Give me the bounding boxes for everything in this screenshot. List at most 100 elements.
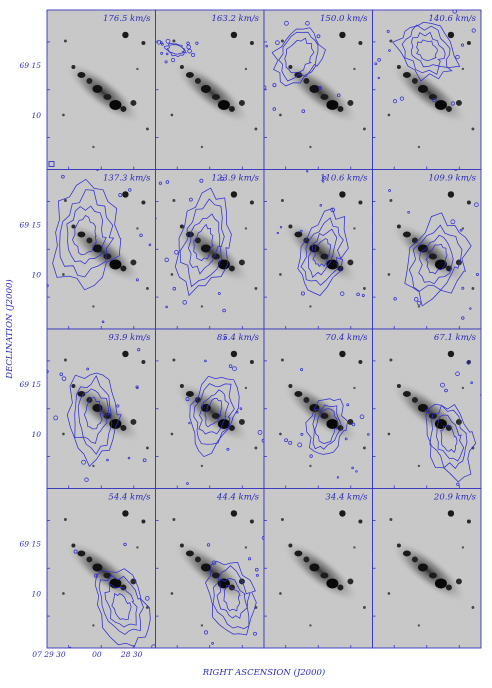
contour-speck (94, 573, 99, 578)
contour-speck (165, 180, 170, 184)
contour-speck (336, 476, 340, 479)
velocity-label: 70.4 km/s (325, 333, 368, 343)
contour-speck (239, 407, 243, 410)
contour-speck (97, 675, 101, 679)
contour-speck (98, 674, 102, 678)
contour-level (416, 39, 438, 61)
contour-speck (135, 385, 139, 389)
contour-speck (355, 470, 358, 473)
contour-speck (288, 440, 293, 445)
panel-content (275, 170, 366, 308)
contour-speck (356, 292, 360, 297)
y-tick-label: 69 15 (20, 380, 42, 389)
contour-speck (485, 425, 488, 428)
contour-speck (135, 278, 139, 282)
contour-speck (232, 366, 237, 372)
contour-speck (399, 96, 404, 101)
channel-panel: 70.4 km/s (263, 328, 373, 489)
contour-speck (189, 197, 193, 202)
contour-speck (340, 291, 345, 296)
channel-panel: 176.5 km/s 69 15 10 (20, 9, 156, 170)
contour-speck (191, 52, 196, 57)
contour-speck (416, 300, 422, 306)
contour-speck (351, 466, 354, 470)
contour-speck (450, 219, 456, 225)
contour-speck (96, 169, 99, 171)
contour-speck (299, 229, 303, 233)
contour-speck (165, 52, 169, 56)
contour-speck (322, 180, 325, 183)
contour-speck (470, 381, 473, 384)
contour-speck (300, 432, 304, 436)
contour-speck (484, 384, 487, 387)
contour-speck (351, 422, 356, 427)
contour-speck (118, 193, 123, 198)
contour-speck (253, 631, 257, 636)
contour-speck (480, 393, 481, 397)
contour-level (174, 187, 232, 297)
contour-speck (300, 291, 305, 296)
x-tick-label: 00 (92, 650, 102, 659)
velocity-label: 34.4 km/s (325, 493, 368, 503)
contour-level (94, 568, 151, 648)
contour-speck (384, 5, 386, 7)
contour-level (74, 374, 113, 455)
contour-level (392, 21, 461, 82)
contour-speck (453, 169, 458, 171)
contour-speck (171, 58, 176, 63)
contour-speck (111, 658, 113, 660)
contour-speck (393, 297, 397, 301)
contour-level (204, 398, 223, 428)
contour-level (440, 424, 458, 453)
contour-speck (86, 367, 90, 371)
contour-speck (106, 458, 109, 462)
contour-level (166, 44, 186, 55)
contour-level (425, 403, 477, 483)
channel-panel: 110.6 km/s (263, 169, 373, 330)
y-tick-label: 69 15 (20, 221, 42, 230)
contour-speck (22, 173, 25, 176)
contour-speck (322, 176, 327, 180)
contour-level (216, 578, 248, 619)
contour-level (198, 389, 230, 435)
contour-speck (455, 54, 460, 60)
contour-speck (460, 43, 465, 47)
contour-level (193, 223, 214, 262)
contour-speck (346, 403, 350, 407)
contour-speck (265, 44, 268, 48)
contour-speck (161, 42, 164, 46)
contour-level (429, 404, 468, 469)
channel-panel: 44.4 km/s (155, 488, 265, 649)
channel-panel: 20.9 km/s (372, 488, 482, 649)
contour-speck (330, 207, 335, 213)
contour-speck (300, 368, 304, 372)
contour-speck (73, 549, 78, 554)
contour-level (189, 375, 240, 458)
contour-level (193, 383, 235, 445)
contour-speck (275, 40, 280, 45)
panel-content (384, 350, 488, 486)
velocity-label: 67.1 km/s (434, 333, 477, 343)
contour-speck (466, 360, 471, 365)
contour-speck (247, 557, 252, 561)
contour-level (77, 388, 110, 444)
panel-content (384, 169, 479, 320)
contour-speck (128, 188, 132, 192)
contour-speck (388, 189, 391, 192)
contour-speck (186, 482, 189, 485)
contour-level (408, 224, 463, 292)
contour-speck (361, 294, 365, 297)
contour-speck (47, 283, 49, 288)
panel-content (58, 510, 156, 679)
contour-speck (127, 456, 131, 460)
contour-speck (459, 228, 463, 232)
contour-speck (155, 217, 157, 220)
contour-speck (359, 414, 365, 420)
contour-level (52, 178, 122, 291)
panel-content (167, 510, 264, 645)
contour-level (404, 212, 472, 307)
contour-speck (222, 308, 226, 313)
contour-speck (182, 300, 187, 305)
contour-speck (377, 76, 380, 80)
contour-speck (344, 437, 348, 441)
